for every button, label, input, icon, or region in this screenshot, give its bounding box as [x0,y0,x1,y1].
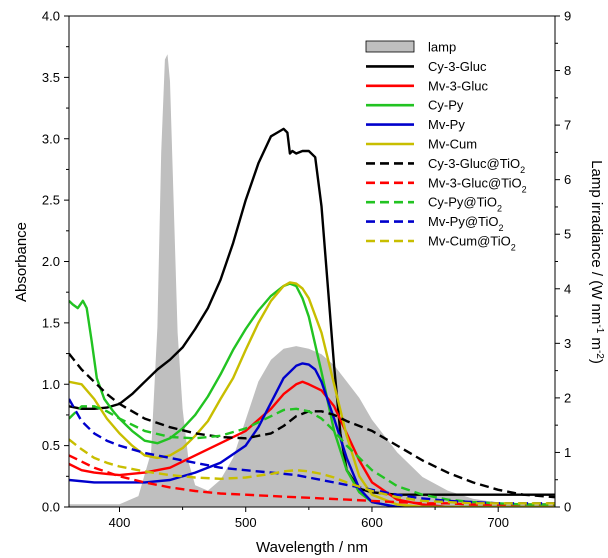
y-tick-label: 1.0 [42,377,60,392]
x-axis: 400 500 600 700 [109,507,509,530]
y-tick-label: 1.5 [42,315,60,330]
series-line-10 [69,438,555,505]
lamp-spectrum [69,54,555,507]
legend-entry-9: Mv-Py@TiO2 [366,214,504,233]
y2-tick-label: 8 [564,63,571,78]
legend-label: Cy-Py [428,98,464,113]
legend-swatch [365,40,415,53]
legend-entry-2: Mv-3-Gluc [366,78,488,93]
absorbance-series [69,127,555,507]
y2-tick-label: 6 [564,172,571,187]
series-line-2 [69,380,555,507]
y-tick-label: 0.5 [42,438,60,453]
legend-label: Cy-Py@TiO2 [428,195,502,214]
legend-label: Cy-3-Gluc [428,59,487,74]
legend-entry-6: Cy-3-Gluc@TiO2 [366,156,525,175]
legend-label: Mv-Cum [428,137,477,152]
series-line-6 [69,352,555,499]
legend-entry-5: Mv-Cum [366,137,477,152]
y-axis-left: 0.0 0.5 1.0 1.5 2.0 2.5 3.0 3.5 4.0 [42,9,69,515]
legend-label: lamp [428,40,456,55]
y-tick-label: 0.0 [42,500,60,515]
legend-entry-4: Mv-Py [366,117,465,132]
legend-label: Mv-Cum@TiO2 [428,234,516,253]
y2-tick-label: 3 [564,336,571,351]
legend-label: Mv-3-Gluc [428,78,488,93]
x-tick-label: 400 [109,515,131,530]
y-tick-label: 3.5 [42,70,60,85]
series-line-4 [69,362,555,507]
x-tick-label: 500 [235,515,257,530]
y2-tick-label: 7 [564,118,571,133]
x-tick-label: 700 [487,515,509,530]
legend-entry-10: Mv-Cum@TiO2 [366,234,516,253]
series-line-7 [69,454,555,506]
legend-entry-8: Cy-Py@TiO2 [366,195,502,214]
y2-tick-label: 9 [564,9,571,24]
legend-label: Mv-3-Gluc@TiO2 [428,175,527,194]
series-line-3 [69,282,555,507]
y-axis-right: 0 1 2 3 4 5 6 7 8 9 [555,9,571,515]
legend-entry-3: Cy-Py [366,98,464,113]
y2-tick-label: 2 [564,390,571,405]
y2-tick-label: 0 [564,500,571,515]
lamp-area [69,54,555,507]
legend-label: Mv-Py@TiO2 [428,214,504,233]
y2-axis-title: Lamp irradiance / (W nm-1 m-2) [588,160,606,364]
legend-entry-lamp: lamp [365,40,456,55]
y2-tick-label: 5 [564,227,571,242]
y-tick-label: 3.0 [42,131,60,146]
x-tick-label: 600 [361,515,383,530]
y-tick-label: 2.5 [42,193,60,208]
series-line-9 [69,398,555,505]
y-axis-title: Absorbance [13,222,30,302]
legend-entry-7: Mv-3-Gluc@TiO2 [366,175,527,194]
series-line-8 [69,405,555,506]
legend-entry-1: Cy-3-Gluc [366,59,487,74]
x-axis-title: Wavelength / nm [256,539,368,556]
y-tick-label: 2.0 [42,254,60,269]
legend-label: Mv-Py [428,117,465,132]
y2-tick-label: 1 [564,445,571,460]
legend-label: Cy-3-Gluc@TiO2 [428,156,525,175]
y2-tick-label: 4 [564,281,571,296]
y-tick-label: 4.0 [42,9,60,24]
legend: lamp Cy-3-Gluc Mv-3-Gluc Cy-Py Mv-Py Mv-Cum Cy… [365,40,527,253]
series-line-5 [69,281,555,507]
